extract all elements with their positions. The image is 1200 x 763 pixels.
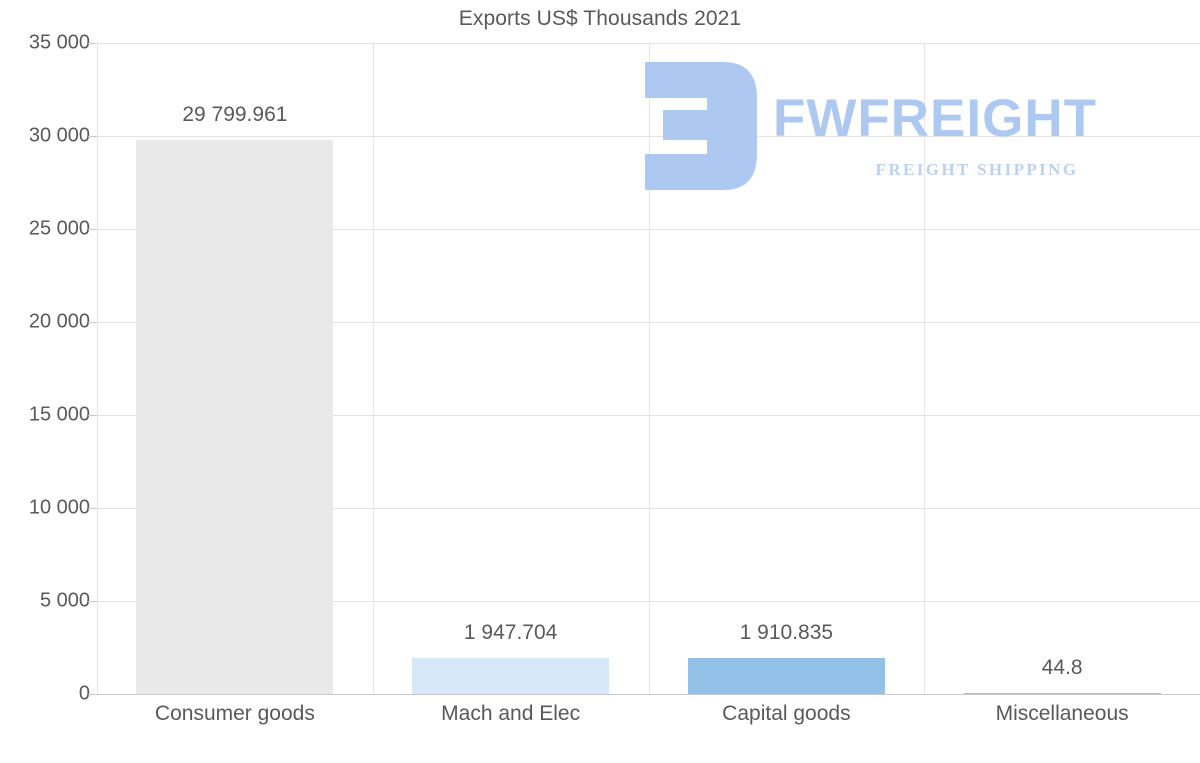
y-axis-tick-mark xyxy=(88,694,97,695)
gridline-horizontal xyxy=(97,229,1200,230)
gridline-horizontal xyxy=(97,322,1200,323)
y-axis-tick-mark xyxy=(88,322,97,323)
y-axis-tick-mark xyxy=(88,508,97,509)
bar-value-label: 1 910.835 xyxy=(739,621,834,645)
y-axis-tick-mark xyxy=(88,136,97,137)
x-axis-category-label: Capital goods xyxy=(722,702,851,725)
gridline-horizontal xyxy=(97,601,1200,602)
gridline-vertical xyxy=(924,43,925,694)
bar-value-label: 1 947.704 xyxy=(463,620,558,644)
y-axis-tick-label: 25 000 xyxy=(28,217,90,240)
y-axis-tick-label: 20 000 xyxy=(28,310,90,333)
bar[interactable] xyxy=(963,693,1161,694)
gridline-horizontal xyxy=(97,415,1200,416)
bar[interactable] xyxy=(687,658,885,694)
bar[interactable] xyxy=(412,657,610,694)
y-axis-tick-label: 35 000 xyxy=(28,31,90,54)
gridline-horizontal xyxy=(97,508,1200,509)
bar-value-label: 44.8 xyxy=(1041,656,1083,680)
y-axis-tick-label: 10 000 xyxy=(28,496,90,519)
y-axis-tick-mark xyxy=(88,43,97,44)
y-axis-tick-label: 5 000 xyxy=(39,589,90,612)
gridline-vertical xyxy=(373,43,374,694)
y-axis-tick-mark xyxy=(88,229,97,230)
bar-value-label: 29 799.961 xyxy=(182,102,288,126)
y-axis-tick-label: 0 xyxy=(78,682,90,705)
y-axis-tick-mark xyxy=(88,601,97,602)
bar[interactable] xyxy=(136,139,334,694)
x-axis-category-label: Consumer goods xyxy=(154,702,315,725)
y-axis-spine xyxy=(97,43,98,694)
chart-title: Exports US$ Thousands 2021 xyxy=(458,7,742,30)
y-axis-tick-label: 30 000 xyxy=(28,124,90,147)
y-axis-tick-label: 15 000 xyxy=(28,403,90,426)
x-axis-baseline xyxy=(88,694,1200,695)
x-axis-category-label: Mach and Elec xyxy=(441,702,581,725)
plot-area: 29 799.961 1 947.704 1 910.835 44.8 0 5 000 1… xyxy=(29,32,1200,705)
y-axis-tick-mark xyxy=(88,415,97,416)
gridline-horizontal xyxy=(97,43,1200,44)
gridline-vertical xyxy=(649,43,650,694)
x-axis-category-label: Miscellaneous xyxy=(995,702,1129,725)
